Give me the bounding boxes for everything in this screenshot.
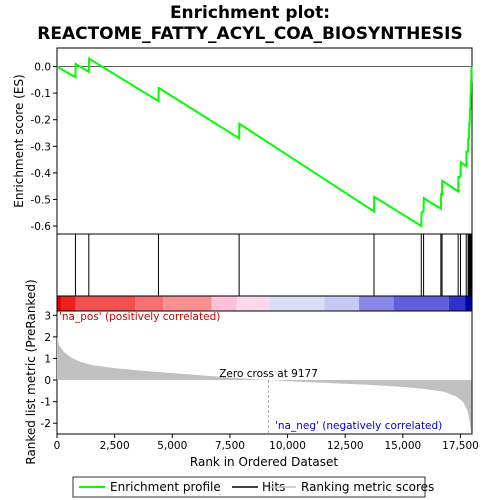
metric-y-tick-label: 0 xyxy=(44,375,51,387)
es-y-tick-label: -0.2 xyxy=(31,115,52,127)
rank-color-bar xyxy=(57,296,472,311)
color-bar-segment xyxy=(359,296,394,311)
hits-panel xyxy=(56,233,473,297)
es-y-tick-label: -0.1 xyxy=(31,88,52,100)
metric-x-tick-label: 0 xyxy=(54,440,61,452)
metric-panel: 3 2 1 0 -1 -2 0 2,500 5,000 7,500 10,000 12,500 15,… xyxy=(24,279,479,469)
metric-x-tick-label: 5,000 xyxy=(157,440,187,452)
zero-cross-label: Zero cross at 9177 xyxy=(219,368,318,380)
es-y-tick-label: -0.6 xyxy=(31,221,52,233)
pos-correlated-label: 'na_pos' (positively correlated) xyxy=(59,311,220,323)
color-bar-segment xyxy=(135,296,164,311)
metric-y-ticks: 3 2 1 0 -1 -2 xyxy=(41,310,57,430)
metric-x-tick-label: 2,500 xyxy=(100,440,130,452)
metric-x-axis-label: Rank in Ordered Dataset xyxy=(190,455,338,469)
metric-y-tick-label: -1 xyxy=(41,397,51,409)
color-bar-segment xyxy=(324,296,360,311)
es-y-tick-label: -0.3 xyxy=(31,141,52,153)
metric-x-tick-label: 12,500 xyxy=(327,440,364,452)
color-bar-segment xyxy=(393,296,449,311)
metric-y-tick-label: 3 xyxy=(44,310,51,322)
legend-metric-label: Ranking metric scores xyxy=(301,480,434,494)
metric-x-ticks: 0 2,500 5,000 7,500 10,000 12,500 15,000 17,500 xyxy=(54,434,479,452)
hit-lines xyxy=(74,234,472,296)
chart-title-line-1: Enrichment plot: xyxy=(170,3,330,23)
color-bar-segment xyxy=(465,296,472,311)
metric-x-tick-label: 7,500 xyxy=(215,440,245,452)
chart-title-line-2: REACTOME_FATTY_ACYL_COA_BIOSYNTHESIS xyxy=(37,24,462,44)
es-profile-line xyxy=(56,56,473,228)
metric-x-tick-label: 15,000 xyxy=(384,440,421,452)
es-panel: 0.0 -0.1 -0.2 -0.3 -0.4 -0.5 -0.6 Enrichment s… xyxy=(12,47,473,235)
es-y-axis-label: Enrichment score (ES) xyxy=(12,74,26,207)
legend-es-label: Enrichment profile xyxy=(110,480,221,494)
color-bar-segment xyxy=(211,296,237,311)
color-bar-segment xyxy=(57,296,62,311)
metric-y-axis-label: Ranked list metric (PreRanked) xyxy=(24,279,38,464)
es-y-tick-label: -0.4 xyxy=(31,168,52,180)
color-bar-segment xyxy=(236,296,270,311)
color-bar-segment xyxy=(448,296,466,311)
es-y-tick-label: 0.0 xyxy=(34,62,51,74)
metric-x-tick-label: 10,000 xyxy=(269,440,306,452)
color-bar-segment xyxy=(61,296,76,311)
legend: Enrichment profile Hits Ranking metric s… xyxy=(72,476,434,498)
metric-y-tick-label: 1 xyxy=(44,353,51,365)
neg-correlated-label: 'na_neg' (negatively correlated) xyxy=(275,420,442,432)
color-bar-segment xyxy=(269,296,325,311)
es-y-ticks: 0.0 -0.1 -0.2 -0.3 -0.4 -0.5 -0.6 xyxy=(31,62,57,233)
hits-frame xyxy=(56,233,473,297)
color-bar-segment xyxy=(75,296,136,311)
es-y-tick-label: -0.5 xyxy=(31,194,52,206)
metric-y-tick-label: 2 xyxy=(44,332,51,344)
metric-y-tick-label: -2 xyxy=(41,418,51,430)
color-bar-segment xyxy=(163,296,212,311)
metric-x-tick-label: 17,500 xyxy=(442,440,479,452)
